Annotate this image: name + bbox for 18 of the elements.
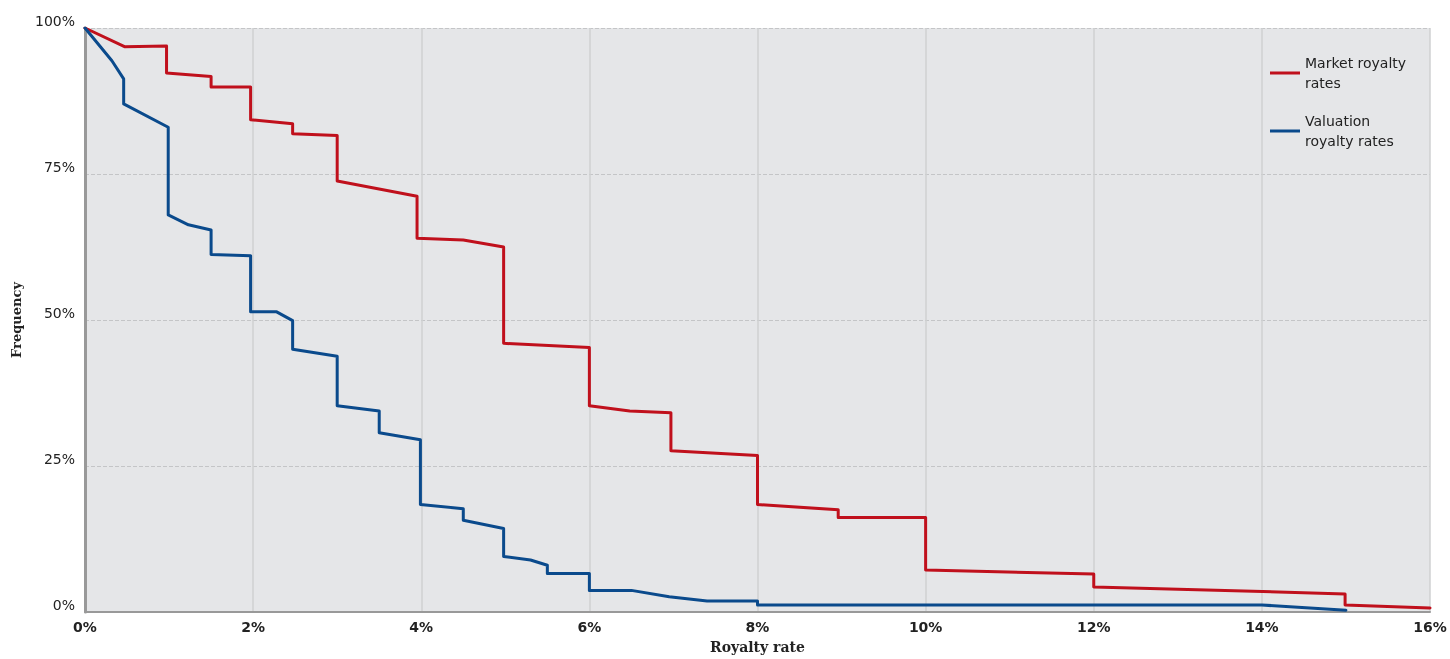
y-axis-title: Frequency xyxy=(9,281,24,358)
x-tick-label: 10% xyxy=(908,619,943,635)
y-tick-label: 50% xyxy=(43,305,75,321)
x-tick-label: 0% xyxy=(73,619,97,635)
y-tick-label: 100% xyxy=(34,13,75,29)
y-tick-label: 75% xyxy=(43,159,75,175)
x-tick-label: 16% xyxy=(1413,619,1447,635)
legend-label: Market royalty rates xyxy=(1305,55,1411,91)
y-tick-label: 25% xyxy=(43,451,75,467)
x-tick-label: 2% xyxy=(241,619,266,635)
x-axis-title: Royalty rate xyxy=(710,639,805,655)
x-tick-label: 14% xyxy=(1245,619,1279,635)
x-tick-label: 4% xyxy=(409,619,434,635)
x-tick-label: 6% xyxy=(577,619,602,635)
x-tick-label: 8% xyxy=(745,619,770,635)
legend-label: Valuation royalty rates xyxy=(1305,113,1394,149)
x-tick-label: 12% xyxy=(1076,619,1111,635)
y-tick-label: 0% xyxy=(52,597,75,613)
